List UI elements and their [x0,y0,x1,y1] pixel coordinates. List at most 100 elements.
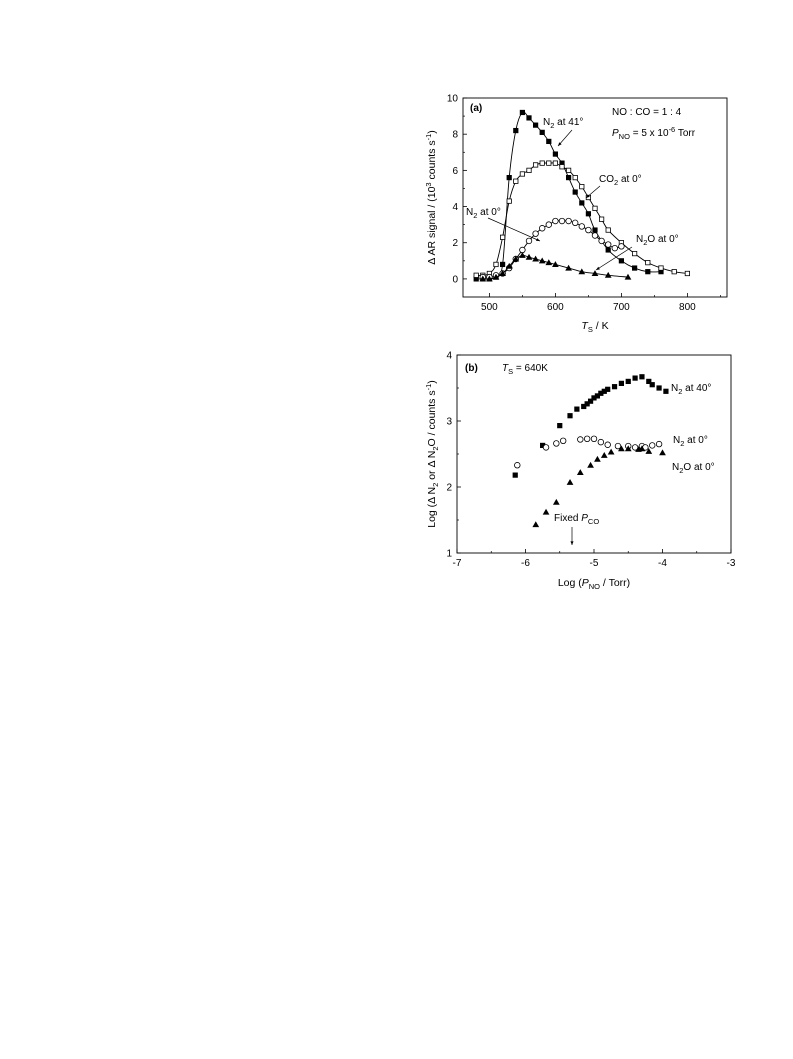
series-label: N2 at 41° [543,117,583,130]
data-point-filled-square [646,378,652,385]
y-tick-label: 4 [446,351,452,362]
data-point-open-square [506,198,512,204]
data-point-filled-square [611,384,618,390]
text-part: or Δ N [426,451,438,483]
data-point-filled-square [539,129,545,135]
fixed-pco-arrow-head [570,541,574,545]
leader-arrow-head [596,266,600,270]
x-tick-label: 600 [547,302,564,313]
data-point-filled-triangle [545,259,553,266]
data-point-filled-triangle [492,273,500,280]
data-point-open-circle [572,219,579,227]
data-point-open-square [532,162,539,168]
data-point-filled-triangle [591,270,599,277]
series-label: N2 at 40° [671,383,711,396]
x-axis-label: TS / K [581,320,608,334]
data-point-filled-triangle [505,262,513,269]
data-point-open-square [539,160,545,166]
data-point-open-circle [591,232,599,239]
data-point-open-circle [525,237,533,245]
data-point-open-square [598,216,605,222]
data-point-open-circle [611,244,618,252]
y-tick-label: 4 [452,202,458,213]
y-tick-label: 10 [447,94,459,105]
text-part: at 0° [477,207,500,218]
data-point-filled-triangle [659,449,666,456]
data-point-filled-square [557,423,563,429]
series-label: N2 at 0° [466,207,501,220]
y-tick-label: 8 [452,130,458,141]
panel-label: (a) [470,103,482,114]
data-point-filled-square [592,227,598,233]
data-point-open-circle [542,444,550,451]
data-point-open-circle [552,217,559,225]
data-point-filled-square [618,380,625,386]
data-point-filled-square [649,382,655,388]
text-part: -6 [669,125,676,134]
data-point-open-circle [553,440,560,447]
data-point-filled-square [585,211,592,217]
x-tick-label: -3 [727,558,736,569]
leader-arrow-head [536,238,540,241]
text-part: counts s [426,140,438,182]
data-point-filled-square [567,413,573,419]
text-part: / Torr) [600,577,630,589]
data-point-open-circle [558,217,566,225]
text-part: ) [426,130,438,134]
data-point-open-circle [590,435,598,443]
condition-ratio: NO : CO = 1 : 4 [612,107,682,118]
x-tick-label: 700 [613,302,630,313]
data-point-filled-square [605,386,611,392]
x-tick-label: 800 [679,302,696,313]
data-point-filled-triangle [587,461,594,468]
x-tick-label: -5 [590,558,599,569]
data-point-open-circle [655,440,663,448]
data-point-filled-triangle [532,521,540,528]
data-point-filled-square [532,122,539,128]
text-part: CO [599,174,614,185]
fixed-pco-note: Fixed PCO [554,513,599,526]
text-part: NO : CO = 1 : 4 [612,107,682,118]
y-tick-label: 1 [446,549,452,560]
data-point-open-square [579,184,585,190]
text-part: 2 [550,121,554,130]
data-point-filled-triangle [565,264,572,271]
text-part: ) [426,380,438,384]
text-part: N [673,435,680,446]
panel-label: (b) [465,363,478,374]
data-point-filled-triangle [607,448,615,455]
text-part: N [636,234,643,245]
data-point-open-square [499,234,506,240]
data-point-open-circle [614,442,622,450]
text-part: 3 [424,182,433,186]
data-point-filled-square [579,200,585,206]
data-point-open-circle [514,462,521,469]
data-point-filled-triangle [566,479,574,485]
text-part: 2 [643,238,647,247]
text-part: O at 0° [683,462,714,473]
data-point-filled-square [565,174,572,181]
series-label: N2 at 0° [673,435,708,448]
data-point-filled-square [605,247,611,253]
y-tick-label: 2 [446,483,452,494]
data-point-open-square [559,164,565,170]
text-part: 2 [679,466,683,475]
data-point-filled-square [506,174,512,181]
text-part: 2 [431,446,440,450]
data-point-filled-triangle [532,255,539,262]
data-point-filled-square [513,127,519,134]
data-point-filled-triangle [542,508,550,515]
data-point-filled-triangle [525,253,533,260]
data-point-open-square [684,270,691,277]
text-part: 2 [680,439,684,448]
data-point-filled-square [639,374,645,380]
series-label: CO2 at 0° [599,174,642,187]
data-point-open-square [592,205,598,211]
y-tick-label: 0 [452,274,458,285]
data-point-filled-triangle [552,498,560,505]
data-point-filled-square [587,398,594,404]
text-part: Log (Δ N [426,487,438,528]
data-point-open-circle [618,243,625,250]
data-point-open-square [658,265,664,271]
